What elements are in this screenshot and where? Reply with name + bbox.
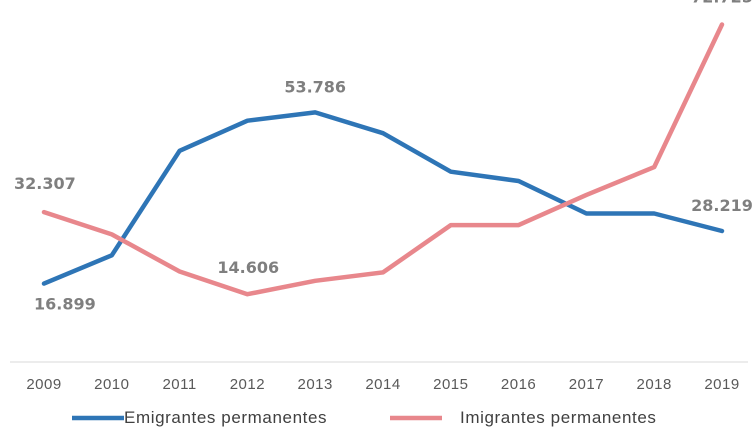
- x-tick-label: 2010: [94, 376, 129, 393]
- x-tick-label: 2009: [26, 376, 61, 393]
- x-tick-label: 2017: [569, 376, 604, 393]
- x-tick-label: 2012: [230, 376, 265, 393]
- legend: Emigrantes permanentes Imigrantes permane…: [72, 408, 657, 427]
- data-label: 72.725: [691, 0, 753, 6]
- legend-label: Emigrantes permanentes: [124, 408, 327, 427]
- data-label: 28.219: [691, 196, 753, 215]
- x-tick-label: 2018: [637, 376, 672, 393]
- data-label: 53.786: [284, 77, 346, 96]
- data-labels: 16.899 53.786 28.219 32.307 14.606 72.725: [14, 0, 753, 314]
- series-line-imigrantes: [41, 22, 725, 297]
- x-tick-label: 2011: [162, 376, 196, 393]
- x-tick-label: 2015: [433, 376, 468, 393]
- x-tick-label: 2013: [298, 376, 333, 393]
- data-label: 14.606: [217, 258, 279, 277]
- series-layer: [41, 22, 725, 297]
- x-tick-label: 2019: [704, 376, 739, 393]
- data-label: 32.307: [14, 174, 76, 193]
- series-line-emigrantes: [41, 110, 725, 286]
- x-tick-labels: 2009 2010 2011 2012 2013 2014 2015 2016 2017 2018…: [26, 376, 739, 393]
- x-tick-label: 2016: [501, 376, 536, 393]
- data-label: 16.899: [34, 295, 96, 314]
- x-tick-label: 2014: [365, 376, 400, 393]
- legend-label: Imigrantes permanentes: [460, 408, 657, 427]
